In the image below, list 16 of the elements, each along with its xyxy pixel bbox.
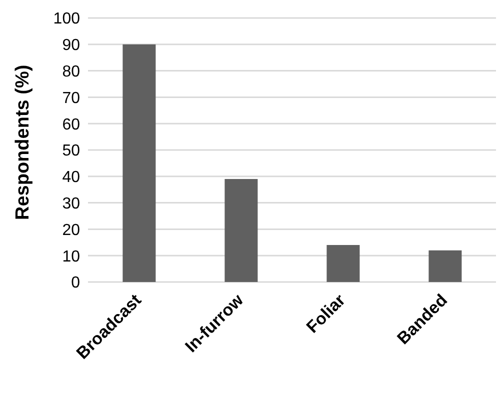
y-tick-label: 0 (71, 274, 80, 292)
y-tick-label: 40 (62, 169, 80, 186)
bar (122, 44, 156, 282)
y-tick-label: 20 (62, 222, 80, 239)
y-tick-label: 50 (62, 142, 80, 160)
y-tick-label: 60 (62, 116, 80, 134)
bar (224, 179, 258, 282)
y-axis-title: Respondents (%) (12, 64, 34, 220)
y-tick-label: 100 (53, 10, 80, 28)
y-tick-label: 80 (62, 63, 80, 80)
y-tick-label: 90 (62, 37, 80, 54)
y-tick-label: 70 (62, 90, 80, 107)
bar (428, 250, 462, 282)
y-tick-label: 30 (62, 195, 80, 212)
y-tick-label: 10 (62, 248, 80, 266)
bar (326, 245, 360, 282)
